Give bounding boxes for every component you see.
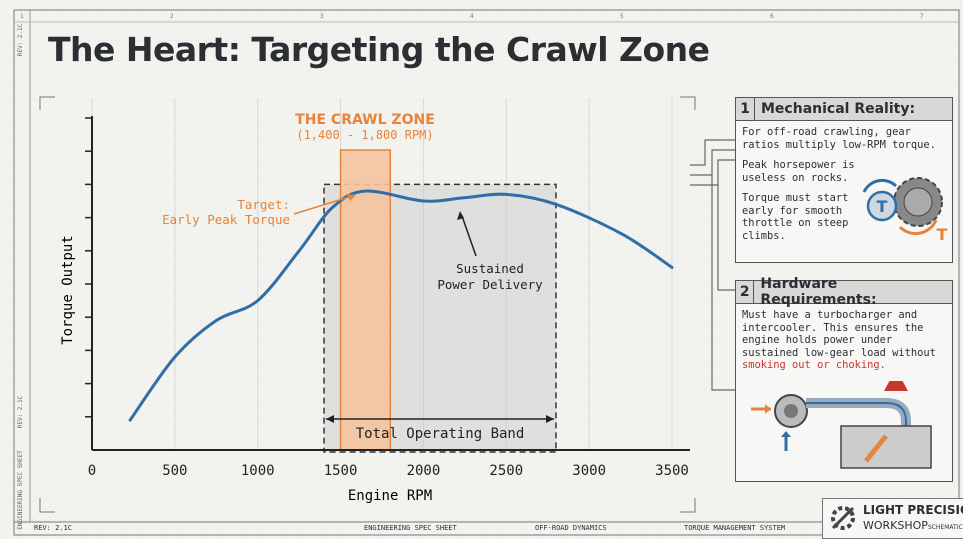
annotation: Power Delivery bbox=[437, 277, 543, 292]
crawl-zone bbox=[339, 149, 392, 451]
footer-label: OFF-ROAD DYNAMICS bbox=[535, 524, 607, 532]
annotation: Sustained bbox=[456, 261, 524, 276]
panel-number: 1 bbox=[736, 98, 755, 120]
ruler-number: 5 bbox=[620, 13, 624, 20]
x-tick-label: 2500 bbox=[489, 463, 523, 479]
logo-icon bbox=[831, 506, 855, 530]
text-line: sustained low-gear load without bbox=[742, 346, 936, 359]
panel: 2 Hardware Requirements: Must have a turb… bbox=[735, 276, 953, 482]
y-axis-label: Torque Output bbox=[60, 235, 76, 345]
side-label: REV: 2.1C bbox=[17, 23, 24, 56]
logo: LIGHT PRECISION WORKSHOPSCHEMATIC bbox=[822, 498, 963, 539]
turbo-icon bbox=[751, 381, 932, 469]
paragraph: For off-road crawling, gear ratios multip… bbox=[742, 126, 946, 151]
footer-label: REV: 2.1C bbox=[34, 524, 72, 532]
text-line: Torque must start bbox=[742, 192, 849, 204]
panel-number: 2 bbox=[736, 281, 755, 303]
band-label: Total Operating Band bbox=[356, 426, 525, 442]
panel-heading: Hardware Requirements: bbox=[760, 276, 877, 308]
panel: 1 Mechanical Reality: For off-road crawli… bbox=[735, 97, 953, 263]
paragraph: Torque must start early for smooth throttl… bbox=[742, 192, 862, 242]
text-line: early for smooth bbox=[742, 204, 843, 217]
text-line: Peak horsepower is bbox=[742, 159, 855, 171]
chart-frame bbox=[39, 96, 696, 513]
logo-text: LIGHT PRECISION bbox=[863, 503, 963, 517]
border bbox=[13, 9, 960, 536]
text-line: ratios multiply low-RPM torque. bbox=[742, 138, 936, 151]
ruler-number: 7 bbox=[920, 13, 924, 20]
annotation: Early Peak Torque bbox=[162, 212, 290, 227]
arrow-head bbox=[457, 211, 464, 220]
x-tick-label: 3000 bbox=[572, 463, 606, 479]
ruler-number: 2 bbox=[170, 13, 174, 20]
side-label: REV: 2.1C bbox=[17, 395, 24, 428]
paragraph: Must have a turbocharger and intercooler.… bbox=[742, 309, 946, 372]
icon-label: T bbox=[937, 225, 948, 242]
ruler-number: 1 bbox=[20, 13, 24, 20]
ruler-number: 3 bbox=[320, 13, 324, 20]
logo-text: WORKSHOPSCHEMATIC bbox=[863, 519, 963, 532]
crawl-zone-subtitle: (1,400 - 1,800 RPM) bbox=[296, 128, 433, 142]
panel-body: Must have a turbocharger and intercooler.… bbox=[736, 304, 952, 377]
annotation: Target: bbox=[237, 197, 290, 212]
title: The Heart: Targeting the Crawl Zone bbox=[48, 30, 710, 69]
panel-body: For off-road crawling, gear ratios multip… bbox=[736, 121, 952, 255]
x-axis-label: Engine RPM bbox=[348, 488, 432, 504]
ruler-number: 4 bbox=[470, 13, 474, 20]
footer-label: ENGINEERING SPEC SHEET bbox=[364, 524, 457, 532]
footer-label: TORQUE MANAGEMENT SYSTEM bbox=[684, 524, 786, 532]
paragraph: Peak horsepower is useless on rocks. bbox=[742, 159, 862, 184]
crawl-zone-title: THE CRAWL ZONE bbox=[295, 112, 435, 128]
x-tick-label: 500 bbox=[162, 463, 187, 479]
x-tick-label: 1000 bbox=[241, 463, 275, 479]
arrow-head bbox=[347, 194, 356, 201]
x-tick-label: 1500 bbox=[324, 463, 358, 479]
panel-header: 2 Hardware Requirements: bbox=[736, 276, 952, 308]
x-tick-label: 2000 bbox=[407, 463, 441, 479]
text-line: intercooler. This ensures the bbox=[742, 321, 924, 334]
panel-header: 1 Mechanical Reality: bbox=[736, 98, 952, 121]
torque-line bbox=[128, 189, 674, 422]
text-line: throttle on steep climbs. bbox=[742, 217, 849, 242]
text-line: engine holds power under bbox=[742, 334, 893, 346]
gear-icon: T T bbox=[862, 177, 948, 242]
warning-text: smoking out or choking. bbox=[742, 359, 886, 371]
side-label: ENGINEERING SPEC SHEET bbox=[17, 450, 24, 530]
panel-heading: Mechanical Reality: bbox=[761, 101, 916, 117]
annotation-arrow bbox=[293, 195, 353, 215]
x-tick-label: 0 bbox=[88, 463, 96, 479]
logo-text: SCHEMATIC bbox=[927, 524, 963, 531]
text-line: For off-road crawling, gear bbox=[742, 126, 911, 138]
text-line: useless on rocks. bbox=[742, 171, 849, 184]
icon-label: T bbox=[877, 197, 888, 216]
annotation-arrow bbox=[461, 215, 477, 257]
ruler-number: 6 bbox=[770, 13, 774, 20]
logo-text: WORKSHOP bbox=[863, 519, 928, 532]
x-tick-label: 3500 bbox=[655, 463, 689, 479]
text-line: Must have a turbocharger and bbox=[742, 309, 918, 321]
connectors bbox=[690, 139, 735, 391]
